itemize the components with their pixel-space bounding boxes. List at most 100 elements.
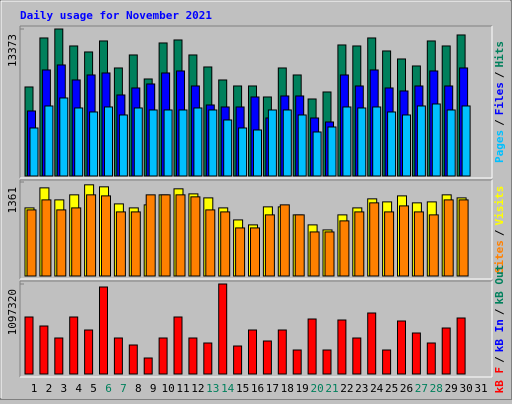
bar: [428, 214, 439, 277]
x-tick-label: 17: [266, 382, 279, 395]
bar: [397, 320, 406, 375]
x-tick-label: 27: [415, 382, 428, 395]
x-tick-label: 26: [400, 382, 413, 395]
bar: [264, 214, 275, 277]
bar: [456, 317, 466, 375]
bar: [203, 342, 213, 375]
bar: [54, 337, 64, 375]
legend-separator: /: [493, 229, 506, 236]
bar: [220, 211, 231, 277]
bar: [402, 114, 411, 177]
x-tick-label: 19: [296, 382, 309, 395]
bar: [431, 103, 441, 177]
y-tick-label: 13373: [6, 34, 19, 67]
bar: [352, 337, 362, 375]
x-tick-label: 6: [105, 382, 112, 395]
bar: [307, 318, 317, 375]
legend: kB F / kB In / kB Out: [493, 265, 506, 394]
bar: [354, 211, 365, 277]
legend: Pages / Files / Hits: [493, 41, 506, 163]
bar: [411, 332, 421, 375]
x-tick-label: 30: [459, 382, 472, 395]
bar: [118, 114, 128, 177]
bar: [56, 209, 67, 277]
bar: [253, 129, 262, 177]
x-tick-label: 5: [90, 382, 97, 395]
bar: [337, 319, 347, 375]
x-tick-label: 29: [445, 382, 458, 395]
bar: [399, 205, 409, 277]
bar: [208, 109, 218, 177]
bar: [41, 199, 52, 277]
x-tick-label: 14: [221, 382, 235, 395]
x-tick-label: 4: [75, 382, 82, 395]
x-tick-label: 22: [340, 382, 353, 395]
bar: [441, 327, 451, 375]
bar: [59, 97, 69, 177]
x-tick-label: 25: [385, 382, 398, 395]
bar: [173, 316, 183, 375]
bar: [178, 109, 188, 177]
y-tick-label: 1361: [6, 187, 19, 214]
x-tick-label: 15: [236, 382, 249, 395]
bar: [267, 109, 277, 177]
x-tick-label: 24: [370, 382, 384, 395]
bar: [113, 337, 123, 375]
bar: [223, 119, 233, 177]
bar: [294, 214, 305, 277]
bar: [39, 325, 49, 375]
bar: [190, 196, 201, 277]
legend-entry: Files: [493, 82, 506, 115]
bar: [44, 105, 54, 177]
bar: [193, 107, 203, 177]
bar: [163, 109, 173, 177]
bar: [86, 194, 97, 277]
bar: [24, 316, 34, 375]
legend-entry: Pages: [493, 130, 506, 163]
bar: [322, 349, 332, 375]
bar: [342, 106, 352, 177]
bar: [115, 211, 126, 277]
bar: [69, 316, 79, 375]
bar: [443, 199, 454, 277]
bar: [324, 231, 335, 277]
bar: [29, 127, 39, 177]
bar: [282, 109, 292, 177]
bar: [128, 344, 138, 375]
bar: [160, 194, 171, 277]
bar: [458, 199, 469, 277]
x-tick-label: 9: [150, 382, 157, 395]
legend-entry: kB F: [493, 367, 506, 394]
bar: [235, 227, 246, 277]
x-tick-label: 28: [430, 382, 443, 395]
legend-entry: Sites: [493, 240, 506, 273]
x-tick-label: 13: [206, 382, 219, 395]
x-tick-label: 8: [135, 382, 142, 395]
bar: [205, 209, 216, 277]
bar: [339, 220, 350, 277]
bar: [133, 107, 143, 177]
legend-separator: /: [493, 356, 506, 363]
bar: [262, 340, 272, 375]
bar: [104, 106, 113, 177]
legend-entry: kB In: [493, 319, 506, 352]
bar: [238, 127, 248, 177]
bar: [426, 342, 436, 375]
x-tick-label: 10: [161, 382, 174, 395]
bar: [367, 312, 377, 375]
bar: [387, 111, 397, 177]
x-tick-label: 23: [355, 382, 368, 395]
bar: [148, 109, 158, 177]
bar: [233, 345, 243, 375]
bar: [143, 357, 153, 375]
bar: [26, 209, 37, 277]
bar: [218, 283, 228, 375]
chart-title: Daily usage for November 2021: [20, 9, 212, 22]
legend-entry: Hits: [493, 41, 506, 68]
bar: [413, 211, 424, 277]
bar: [357, 107, 367, 177]
bar: [327, 126, 337, 177]
bar: [99, 286, 108, 375]
x-tick-label: 2: [46, 382, 53, 395]
